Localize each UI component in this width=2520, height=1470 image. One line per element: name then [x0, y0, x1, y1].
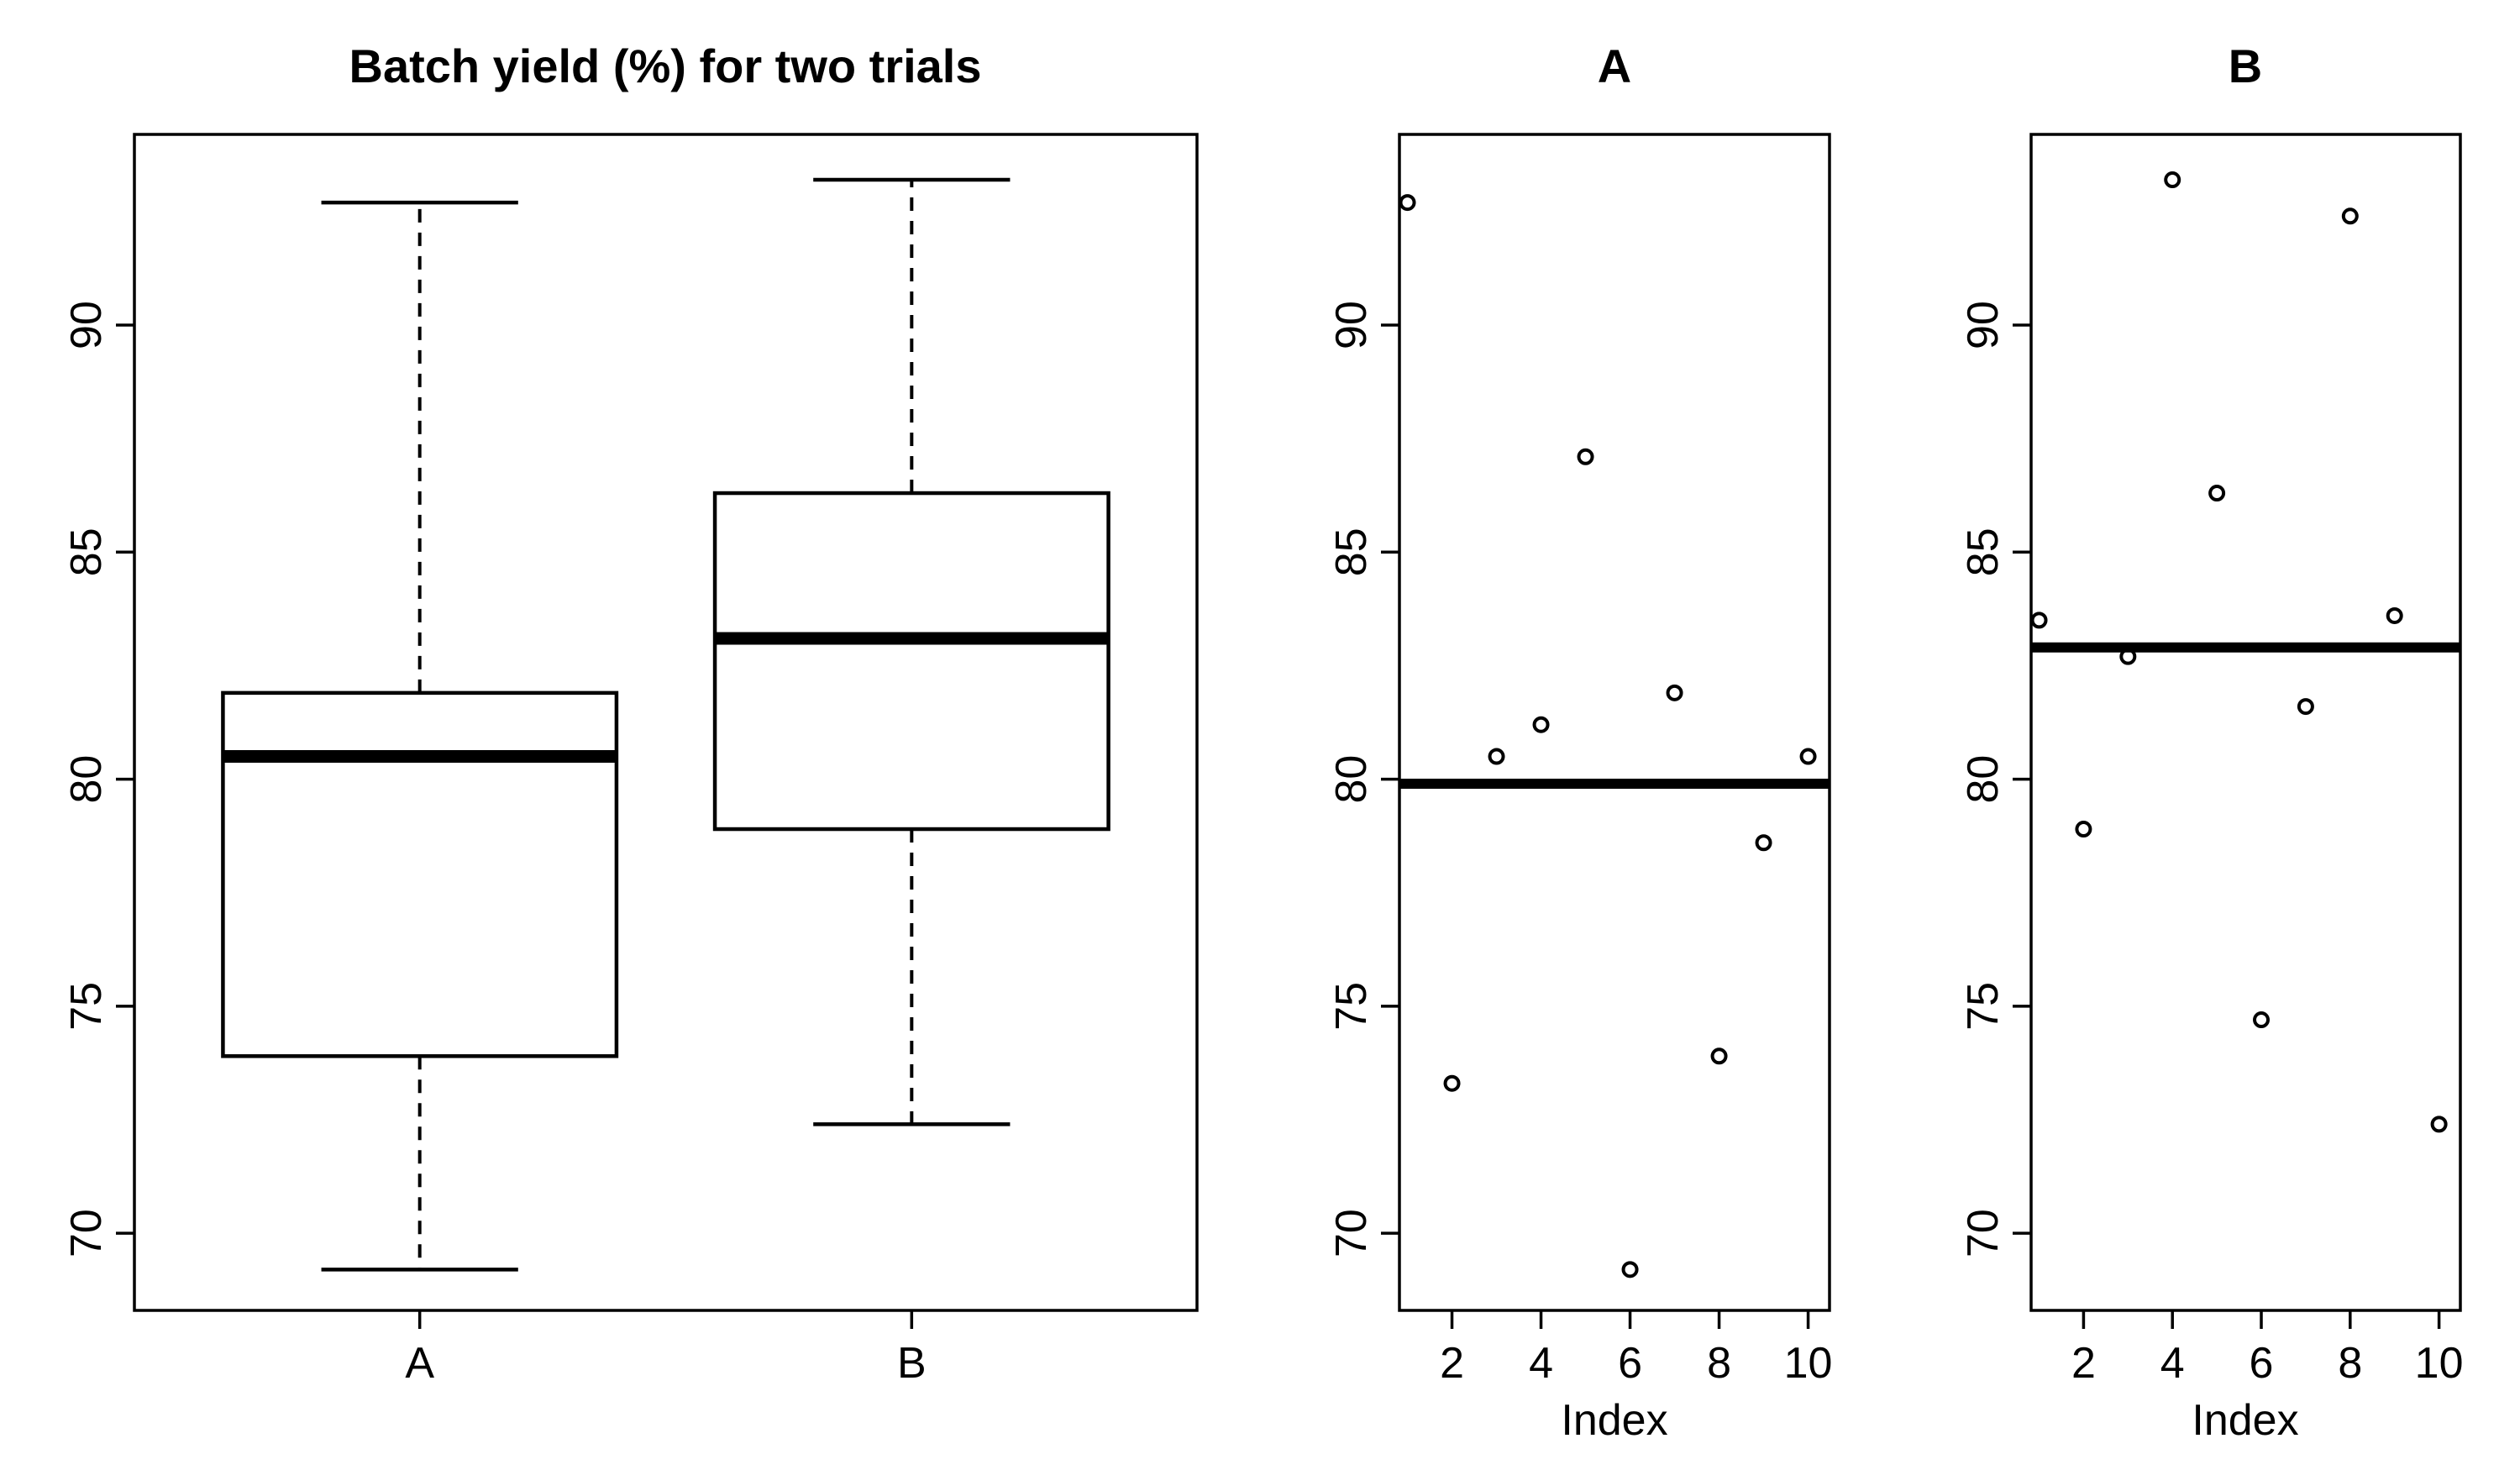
- scatter-b-x-label: Index: [2192, 1396, 2298, 1445]
- data-point: [1532, 716, 1550, 733]
- x-tick-label: 4: [1529, 1339, 1553, 1388]
- scatter-b-frame: [2029, 133, 2462, 1312]
- box-A: [221, 200, 619, 1272]
- y-tick-label: 80: [62, 755, 111, 804]
- scatter-a-title: A: [1598, 39, 1631, 92]
- y-tick-label: 90: [1959, 301, 2008, 349]
- boxplot-title: Batch yield (%) for two trials: [349, 39, 982, 92]
- x-tick-label: 2: [2071, 1339, 2096, 1388]
- data-point: [2075, 821, 2092, 838]
- data-point: [2341, 207, 2359, 225]
- scatter-a-x-ticks: 2 4 6 8 10: [1440, 1310, 1832, 1388]
- data-point: [2030, 612, 2048, 629]
- boxplot-frame: [133, 133, 1199, 1312]
- data-point: [1666, 684, 1683, 701]
- y-tick-label: 75: [1959, 982, 2008, 1031]
- y-tick-label: 85: [1327, 528, 1376, 576]
- data-point: [1577, 448, 1594, 465]
- x-tick-label: 4: [2160, 1339, 2185, 1388]
- data-point: [1710, 1047, 1728, 1065]
- scatter-b-marks: [2030, 171, 2460, 1133]
- scatter-a-marks: [1399, 194, 1830, 1278]
- x-tick-label: 8: [2338, 1339, 2362, 1388]
- scatter-b-x-ticks: 2 4 6 8 10: [2071, 1310, 2464, 1388]
- data-point: [2297, 698, 2314, 716]
- y-tick-label: 70: [1959, 1209, 2008, 1257]
- scatter-panel-a: A 2 4 6 8 10 70 75 80 85 90 Index: [1327, 39, 1832, 1445]
- iqr-box: [221, 690, 619, 1058]
- y-tick-label: 70: [1327, 1209, 1376, 1257]
- data-point: [2386, 606, 2403, 624]
- data-point: [2119, 648, 2137, 665]
- y-tick-label: 70: [62, 1209, 111, 1257]
- data-point: [1755, 834, 1772, 852]
- data-point: [1443, 1074, 1461, 1092]
- x-tick-label: 8: [1707, 1339, 1731, 1388]
- x-tick-label: 10: [2415, 1339, 2464, 1388]
- x-tick-label: 10: [1784, 1339, 1833, 1388]
- y-tick-label: 90: [1327, 301, 1376, 349]
- boxplot-marks: [221, 177, 1110, 1272]
- scatter-panel-b: B 2 4 6 8 10 70 75 80 85 90 Index: [1959, 39, 2464, 1445]
- iqr-box: [712, 491, 1110, 832]
- y-tick-label: 85: [1959, 528, 2008, 576]
- data-point: [2253, 1011, 2271, 1029]
- y-tick-label: 85: [62, 528, 111, 576]
- x-tick-label: 6: [1618, 1339, 1642, 1388]
- y-tick-label: 75: [1327, 982, 1376, 1031]
- y-tick-label: 75: [62, 982, 111, 1031]
- scatter-a-y-ticks: 70 75 80 85 90: [1327, 301, 1399, 1257]
- x-tick-label: 6: [2250, 1339, 2274, 1388]
- scatter-b-y-ticks: 70 75 80 85 90: [1959, 301, 2031, 1257]
- data-point: [2430, 1116, 2448, 1133]
- y-tick-label: 80: [1327, 755, 1376, 804]
- x-tick-label: 2: [1440, 1339, 1464, 1388]
- scatter-a-frame: [1398, 133, 1831, 1312]
- data-point: [1488, 748, 1505, 765]
- box-B: [712, 177, 1110, 1126]
- data-point: [2164, 171, 2181, 189]
- data-point: [2208, 485, 2226, 502]
- data-point: [1621, 1261, 1639, 1278]
- y-tick-label: 90: [62, 301, 111, 349]
- data-point: [1799, 748, 1817, 765]
- x-tick-label: B: [897, 1339, 927, 1388]
- scatter-a-x-label: Index: [1561, 1396, 1667, 1445]
- scatter-b-title: B: [2229, 39, 2262, 92]
- y-tick-label: 80: [1959, 755, 2008, 804]
- data-point: [1399, 194, 1416, 212]
- x-tick-label: A: [405, 1339, 434, 1388]
- boxplot-y-ticks: 70 75 80 85 90: [62, 301, 134, 1257]
